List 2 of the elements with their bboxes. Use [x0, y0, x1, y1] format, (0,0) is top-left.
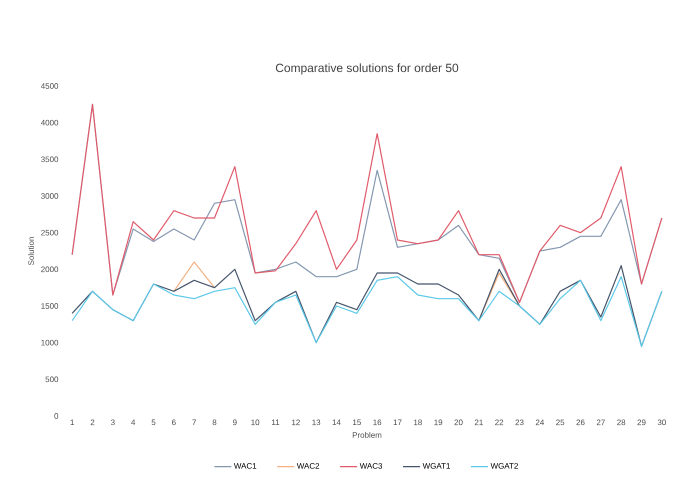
line-series: [72, 104, 662, 303]
chart-title: Comparative solutions for order 50: [276, 63, 458, 75]
